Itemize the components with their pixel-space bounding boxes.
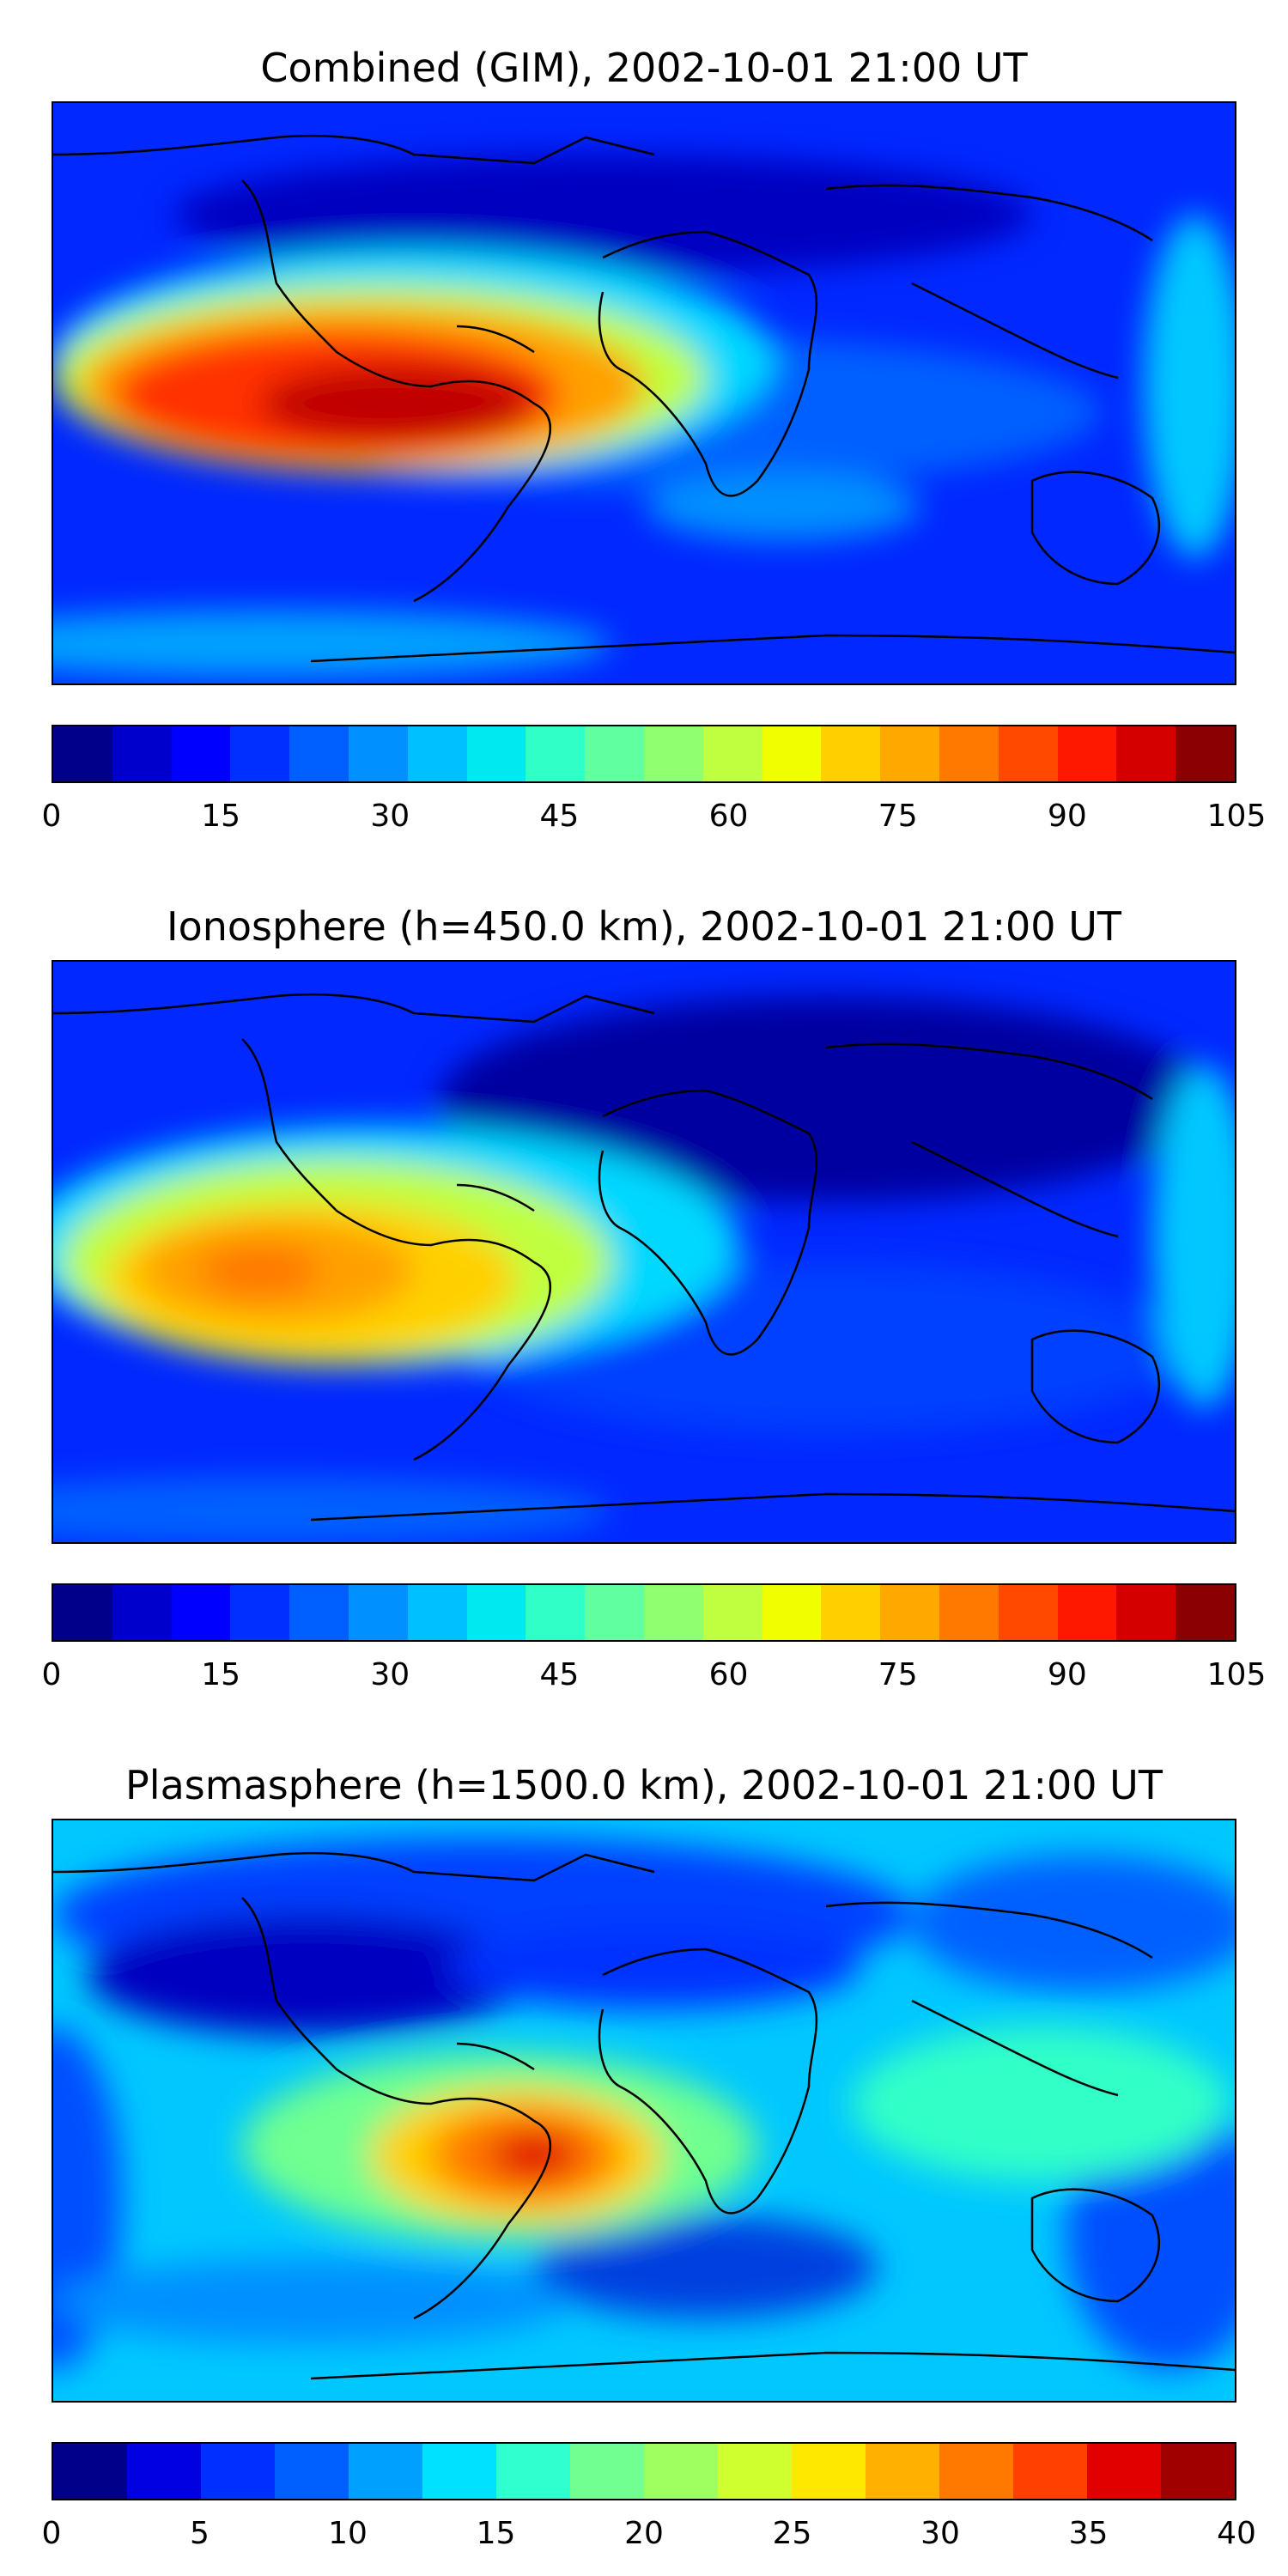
colorbar-segment — [1057, 726, 1117, 781]
colorbar-tick-label: 15 — [201, 799, 241, 834]
colorbar-segment — [880, 1585, 939, 1640]
colorbar-segment — [526, 1585, 586, 1640]
colorbar-tick-label: 20 — [624, 2516, 664, 2551]
colorbar-segment — [466, 1585, 526, 1640]
colorbar-tick-label: 75 — [878, 1657, 918, 1692]
colorbar-segment — [53, 2444, 127, 2499]
colorbar-ticks: 0 15 30 45 60 75 90 105 — [42, 1657, 1267, 1709]
colorbar-segment — [289, 1585, 349, 1640]
map-svg — [53, 1820, 1235, 2401]
colorbar-tick-label: 0 — [41, 799, 62, 834]
map-title: Plasmasphere (h=1500.0 km), 2002-10-01 2… — [125, 1762, 1163, 1808]
colorbar-tick-label: 0 — [41, 2516, 62, 2551]
colorbar-segment — [998, 726, 1058, 781]
colorbar-segment — [127, 2444, 201, 2499]
colorbar-segment — [496, 2444, 570, 2499]
colorbar-segment — [1087, 2444, 1161, 2499]
colorbar-tick-label: 75 — [878, 799, 918, 834]
colorbar-segment — [1116, 726, 1176, 781]
colorbar-tick-label: 25 — [772, 2516, 812, 2551]
colorbar-segment — [275, 2444, 349, 2499]
tec-map-plasmasphere — [52, 1819, 1236, 2403]
colorbar-segment — [939, 726, 999, 781]
colorbar-tick-label: 40 — [1217, 2516, 1256, 2551]
colorbar-tick-label: 90 — [1047, 1657, 1087, 1692]
colorbar-segment — [53, 726, 112, 781]
coastlines — [53, 993, 1235, 1522]
colorbar-segment — [1176, 726, 1235, 781]
colorbar-tick-label: 60 — [708, 799, 749, 834]
colorbar-segment — [407, 726, 467, 781]
map-title: Ionosphere (h=450.0 km), 2002-10-01 21:0… — [167, 903, 1121, 950]
colorbar-segment — [939, 2444, 1013, 2499]
colorbar-segment — [230, 726, 290, 781]
colorbar-ticks: 0 15 30 45 60 75 90 105 — [42, 799, 1267, 850]
colorbar-segment — [880, 726, 939, 781]
colorbar — [52, 725, 1236, 783]
colorbar-segment — [792, 2444, 866, 2499]
colorbar-segment — [643, 726, 703, 781]
colorbar-ticks: 0 5 10 15 20 25 30 35 40 — [42, 2516, 1256, 2567]
colorbar-segment — [821, 1585, 881, 1640]
colorbar-tick-label: 30 — [370, 799, 410, 834]
coastlines — [53, 1851, 1235, 2380]
coastlines — [53, 134, 1235, 663]
colorbar-segment — [1057, 1585, 1117, 1640]
colorbar-tick-label: 45 — [539, 1657, 580, 1692]
colorbar-segment — [702, 726, 762, 781]
colorbar-segment — [762, 1585, 822, 1640]
colorbar — [52, 2442, 1236, 2500]
colorbar-segment — [585, 1585, 644, 1640]
colorbar-tick-label: 35 — [1068, 2516, 1109, 2551]
colorbar-segment — [643, 1585, 703, 1640]
colorbar-tick-label: 45 — [539, 799, 580, 834]
colorbar-segment — [866, 2444, 939, 2499]
colorbar-segment — [998, 1585, 1058, 1640]
colorbar-segment — [112, 1585, 172, 1640]
colorbar-segment — [1176, 1585, 1235, 1640]
map-svg — [53, 962, 1235, 1542]
colorbar-segment — [112, 726, 172, 781]
colorbar-segment — [762, 726, 822, 781]
colorbar-segment — [348, 726, 408, 781]
colorbar-tick-label: 30 — [920, 2516, 960, 2551]
colorbar-segment — [939, 1585, 999, 1640]
colorbar-tick-label: 60 — [708, 1657, 749, 1692]
colorbar-segment — [718, 2444, 792, 2499]
colorbar-tick-label: 105 — [1206, 799, 1267, 834]
colorbar-segment — [230, 1585, 290, 1640]
colorbar-segment — [289, 726, 349, 781]
map-svg — [53, 103, 1235, 683]
colorbar-tick-label: 90 — [1047, 799, 1087, 834]
colorbar-segment — [422, 2444, 496, 2499]
map-title: Combined (GIM), 2002-10-01 21:00 UT — [260, 45, 1028, 91]
colorbar-segment — [466, 726, 526, 781]
colorbar-segment — [821, 726, 881, 781]
colorbar-segment — [171, 1585, 231, 1640]
colorbar-segment — [526, 726, 586, 781]
colorbar-tick-label: 30 — [370, 1657, 410, 1692]
colorbar-segment — [171, 726, 231, 781]
colorbar-tick-label: 0 — [41, 1657, 62, 1692]
colorbar-segment — [201, 2444, 275, 2499]
colorbar-segment — [1161, 2444, 1235, 2499]
colorbar-segment — [1013, 2444, 1087, 2499]
colorbar-segment — [53, 1585, 112, 1640]
tec-map-ionosphere — [52, 960, 1236, 1544]
colorbar-segment — [570, 2444, 644, 2499]
colorbar-segment — [349, 2444, 422, 2499]
colorbar-tick-label: 15 — [476, 2516, 516, 2551]
colorbar-segment — [644, 2444, 718, 2499]
colorbar-segment — [348, 1585, 408, 1640]
colorbar-segment — [585, 726, 644, 781]
colorbar-segment — [702, 1585, 762, 1640]
colorbar-tick-label: 15 — [201, 1657, 241, 1692]
colorbar — [52, 1583, 1236, 1642]
colorbar-segment — [407, 1585, 467, 1640]
colorbar-segment — [1116, 1585, 1176, 1640]
colorbar-tick-label: 5 — [190, 2516, 210, 2551]
tec-map-combined — [52, 101, 1236, 685]
colorbar-tick-label: 10 — [328, 2516, 368, 2551]
colorbar-tick-label: 105 — [1206, 1657, 1267, 1692]
